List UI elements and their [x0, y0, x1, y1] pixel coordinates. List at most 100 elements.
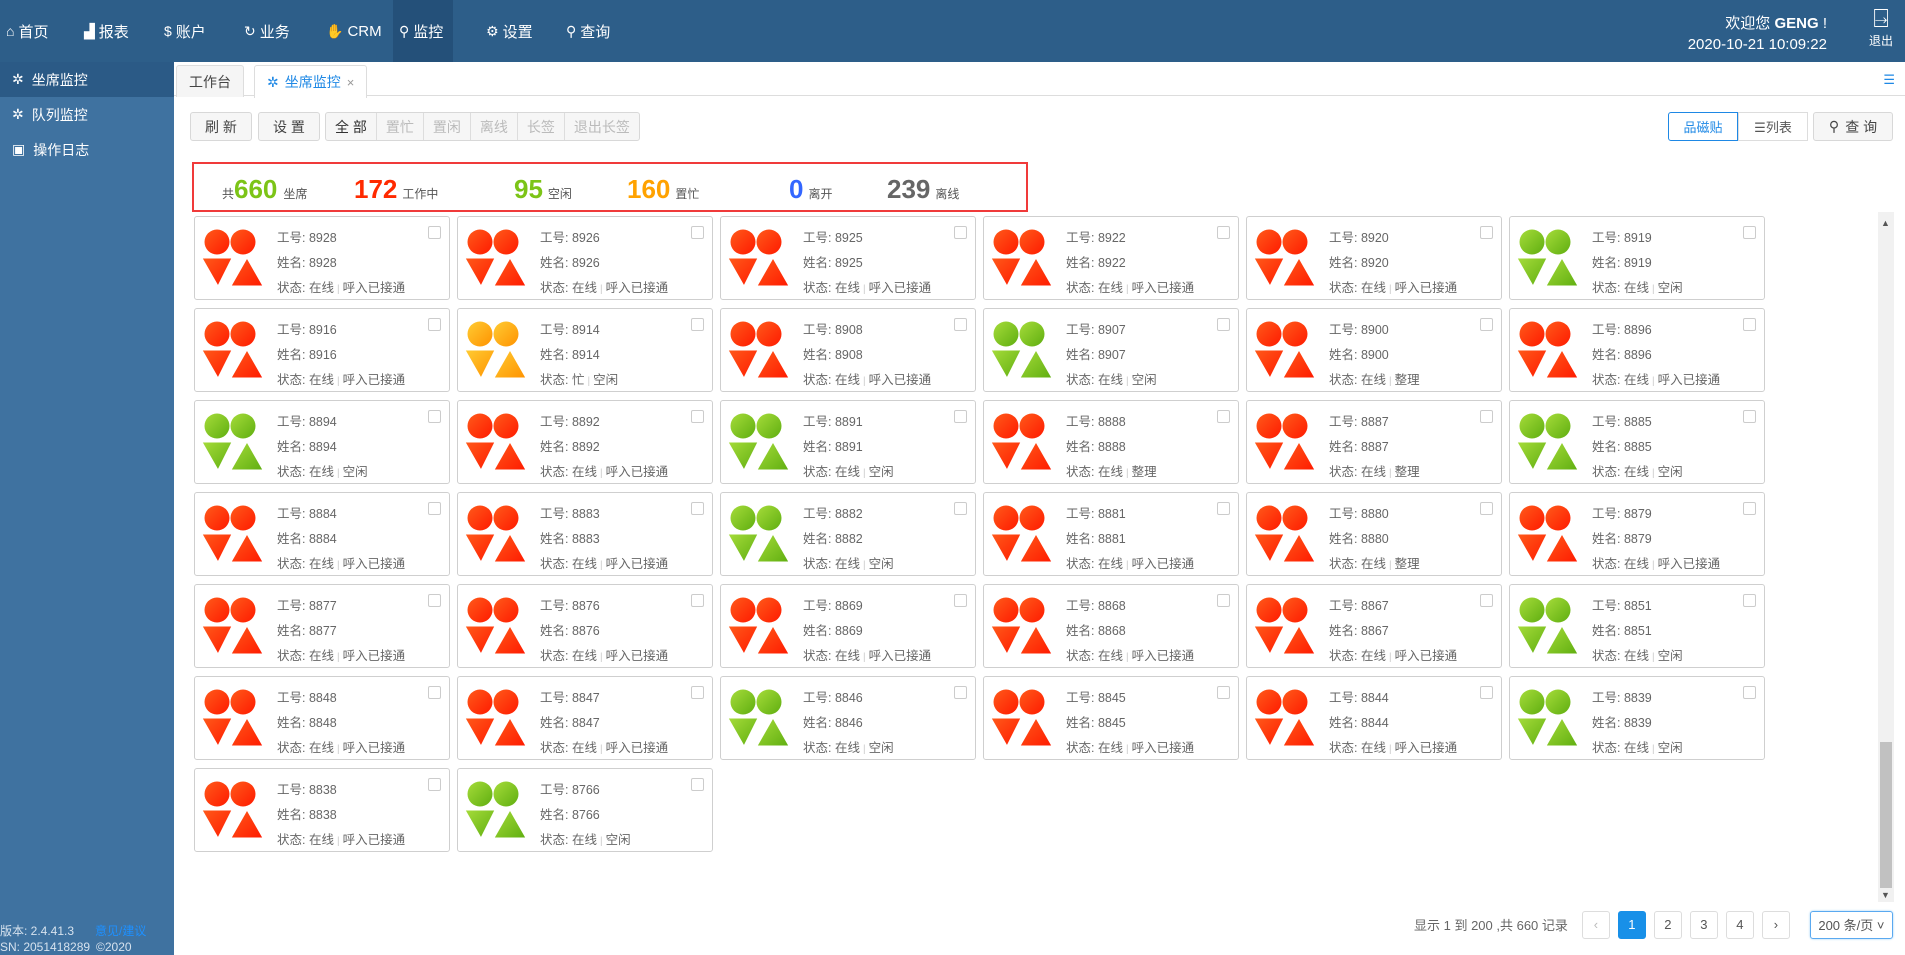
select-checkbox[interactable] — [428, 594, 441, 607]
agent-card[interactable]: 工号: 8908 姓名: 8908 状态: 在线 | 呼入已接通 — [720, 308, 976, 392]
logout-button[interactable]: ⍈ 退出 — [1863, 4, 1899, 49]
agent-card[interactable]: 工号: 8883 姓名: 8883 状态: 在线 | 呼入已接通 — [457, 492, 713, 576]
nav-query[interactable]: ⚲ 查询 — [560, 0, 616, 62]
page-4-button[interactable]: 4 — [1725, 910, 1754, 939]
select-checkbox[interactable] — [1480, 502, 1493, 515]
select-checkbox[interactable] — [1217, 502, 1230, 515]
list-view-button[interactable]: ☰列表 — [1738, 112, 1808, 141]
agent-card[interactable]: 工号: 8851 姓名: 8851 状态: 在线 | 空闲 — [1509, 584, 1765, 668]
filter-offline-button[interactable]: 离线 — [471, 113, 518, 140]
tab-workbench[interactable]: 工作台 — [176, 65, 244, 97]
agent-card[interactable]: 工号: 8867 姓名: 8867 状态: 在线 | 呼入已接通 — [1246, 584, 1502, 668]
select-checkbox[interactable] — [1480, 226, 1493, 239]
close-icon[interactable]: × — [346, 74, 355, 90]
nav-reports[interactable]: ▟ 报表 — [78, 0, 135, 62]
tab-menu-icon[interactable]: ☰ — [1883, 72, 1895, 87]
agent-card[interactable]: 工号: 8879 姓名: 8879 状态: 在线 | 呼入已接通 — [1509, 492, 1765, 576]
select-checkbox[interactable] — [691, 502, 704, 515]
agent-card[interactable]: 工号: 8877 姓名: 8877 状态: 在线 | 呼入已接通 — [194, 584, 450, 668]
agent-card[interactable]: 工号: 8888 姓名: 8888 状态: 在线 | 整理 — [983, 400, 1239, 484]
agent-card[interactable]: 工号: 8896 姓名: 8896 状态: 在线 | 呼入已接通 — [1509, 308, 1765, 392]
search-button[interactable]: ⚲ 查 询 — [1813, 112, 1893, 141]
scroll-up-icon[interactable]: ▲ — [1881, 218, 1890, 228]
select-checkbox[interactable] — [1480, 686, 1493, 699]
agent-card[interactable]: 工号: 8881 姓名: 8881 状态: 在线 | 呼入已接通 — [983, 492, 1239, 576]
select-checkbox[interactable] — [691, 410, 704, 423]
nav-business[interactable]: ↻ 业务 — [238, 0, 296, 62]
scrollbar[interactable] — [1878, 212, 1894, 902]
tiles-view-button[interactable]: 品磁贴 — [1668, 112, 1738, 141]
nav-home[interactable]: ⌂ 首页 — [0, 0, 54, 62]
agent-card[interactable]: 工号: 8880 姓名: 8880 状态: 在线 | 整理 — [1246, 492, 1502, 576]
agent-card[interactable]: 工号: 8848 姓名: 8848 状态: 在线 | 呼入已接通 — [194, 676, 450, 760]
agent-card[interactable]: 工号: 8891 姓名: 8891 状态: 在线 | 空闲 — [720, 400, 976, 484]
agent-card[interactable]: 工号: 8919 姓名: 8919 状态: 在线 | 空闲 — [1509, 216, 1765, 300]
select-checkbox[interactable] — [428, 226, 441, 239]
page-1-button[interactable]: 1 — [1617, 910, 1646, 939]
agent-card[interactable]: 工号: 8900 姓名: 8900 状态: 在线 | 整理 — [1246, 308, 1502, 392]
select-checkbox[interactable] — [691, 318, 704, 331]
select-checkbox[interactable] — [1743, 318, 1756, 331]
agent-card[interactable]: 工号: 8928 姓名: 8928 状态: 在线 | 呼入已接通 — [194, 216, 450, 300]
select-checkbox[interactable] — [428, 686, 441, 699]
select-checkbox[interactable] — [428, 778, 441, 791]
agent-card[interactable]: 工号: 8894 姓名: 8894 状态: 在线 | 空闲 — [194, 400, 450, 484]
select-checkbox[interactable] — [1217, 686, 1230, 699]
page-3-button[interactable]: 3 — [1689, 910, 1718, 939]
agent-card[interactable]: 工号: 8884 姓名: 8884 状态: 在线 | 呼入已接通 — [194, 492, 450, 576]
select-checkbox[interactable] — [1743, 686, 1756, 699]
nav-monitor[interactable]: ⚲ 监控 — [393, 0, 453, 62]
select-checkbox[interactable] — [1480, 318, 1493, 331]
settings-button[interactable]: 设 置 — [258, 112, 320, 141]
select-checkbox[interactable] — [954, 318, 967, 331]
nav-account[interactable]: $ 账户 — [158, 0, 212, 62]
agent-card[interactable]: 工号: 8869 姓名: 8869 状态: 在线 | 呼入已接通 — [720, 584, 976, 668]
agent-card[interactable]: 工号: 8887 姓名: 8887 状态: 在线 | 整理 — [1246, 400, 1502, 484]
agent-card[interactable]: 工号: 8876 姓名: 8876 状态: 在线 | 呼入已接通 — [457, 584, 713, 668]
agent-card[interactable]: 工号: 8892 姓名: 8892 状态: 在线 | 呼入已接通 — [457, 400, 713, 484]
filter-exit-longsign-button[interactable]: 退出长签 — [573, 118, 630, 135]
agent-card[interactable]: 工号: 8925 姓名: 8925 状态: 在线 | 呼入已接通 — [720, 216, 976, 300]
select-checkbox[interactable] — [1743, 226, 1756, 239]
agent-card[interactable]: 工号: 8845 姓名: 8845 状态: 在线 | 呼入已接通 — [983, 676, 1239, 760]
agent-card[interactable]: 工号: 8914 姓名: 8914 状态: 忙 | 空闲 — [457, 308, 713, 392]
agent-card[interactable]: 工号: 8868 姓名: 8868 状态: 在线 | 呼入已接通 — [983, 584, 1239, 668]
agent-card[interactable]: 工号: 8907 姓名: 8907 状态: 在线 | 空闲 — [983, 308, 1239, 392]
page-size-select[interactable]: 200 条/页 ˅ — [1809, 910, 1893, 939]
nav-crm[interactable]: ✋ CRM — [320, 0, 388, 62]
select-checkbox[interactable] — [1217, 318, 1230, 331]
select-checkbox[interactable] — [691, 686, 704, 699]
select-checkbox[interactable] — [691, 778, 704, 791]
prev-page-button[interactable]: ‹ — [1581, 910, 1610, 939]
page-2-button[interactable]: 2 — [1653, 910, 1682, 939]
select-checkbox[interactable] — [691, 226, 704, 239]
agent-card[interactable]: 工号: 8766 姓名: 8766 状态: 在线 | 空闲 — [457, 768, 713, 852]
agent-card[interactable]: 工号: 8922 姓名: 8922 状态: 在线 | 呼入已接通 — [983, 216, 1239, 300]
filter-busy-button[interactable]: 置忙 — [377, 113, 424, 140]
agent-card[interactable]: 工号: 8847 姓名: 8847 状态: 在线 | 呼入已接通 — [457, 676, 713, 760]
filter-idle-button[interactable]: 置闲 — [424, 113, 471, 140]
select-checkbox[interactable] — [691, 594, 704, 607]
agent-card[interactable]: 工号: 8926 姓名: 8926 状态: 在线 | 呼入已接通 — [457, 216, 713, 300]
sidebar-item-operation-log[interactable]: ▣ 操作日志 — [0, 132, 174, 167]
select-checkbox[interactable] — [1480, 594, 1493, 607]
agent-card[interactable]: 工号: 8838 姓名: 8838 状态: 在线 | 呼入已接通 — [194, 768, 450, 852]
agent-card[interactable]: 工号: 8885 姓名: 8885 状态: 在线 | 空闲 — [1509, 400, 1765, 484]
agent-card[interactable]: 工号: 8844 姓名: 8844 状态: 在线 | 呼入已接通 — [1246, 676, 1502, 760]
select-checkbox[interactable] — [954, 410, 967, 423]
select-checkbox[interactable] — [1480, 410, 1493, 423]
tab-seat-monitor[interactable]: ✲ 坐席监控 × — [254, 65, 368, 98]
refresh-button[interactable]: 刷 新 — [190, 112, 252, 141]
select-checkbox[interactable] — [954, 594, 967, 607]
select-checkbox[interactable] — [954, 686, 967, 699]
select-checkbox[interactable] — [1217, 226, 1230, 239]
agent-card[interactable]: 工号: 8846 姓名: 8846 状态: 在线 | 空闲 — [720, 676, 976, 760]
agent-card[interactable]: 工号: 8882 姓名: 8882 状态: 在线 | 空闲 — [720, 492, 976, 576]
select-checkbox[interactable] — [1217, 594, 1230, 607]
sidebar-item-seat-monitor[interactable]: ✲ 坐席监控 — [0, 62, 174, 97]
nav-settings[interactable]: ⚙ 设置 — [480, 0, 539, 62]
sidebar-item-queue-monitor[interactable]: ✲ 队列监控 — [0, 97, 174, 132]
select-checkbox[interactable] — [428, 502, 441, 515]
next-page-button[interactable]: › — [1761, 910, 1790, 939]
select-checkbox[interactable] — [954, 226, 967, 239]
